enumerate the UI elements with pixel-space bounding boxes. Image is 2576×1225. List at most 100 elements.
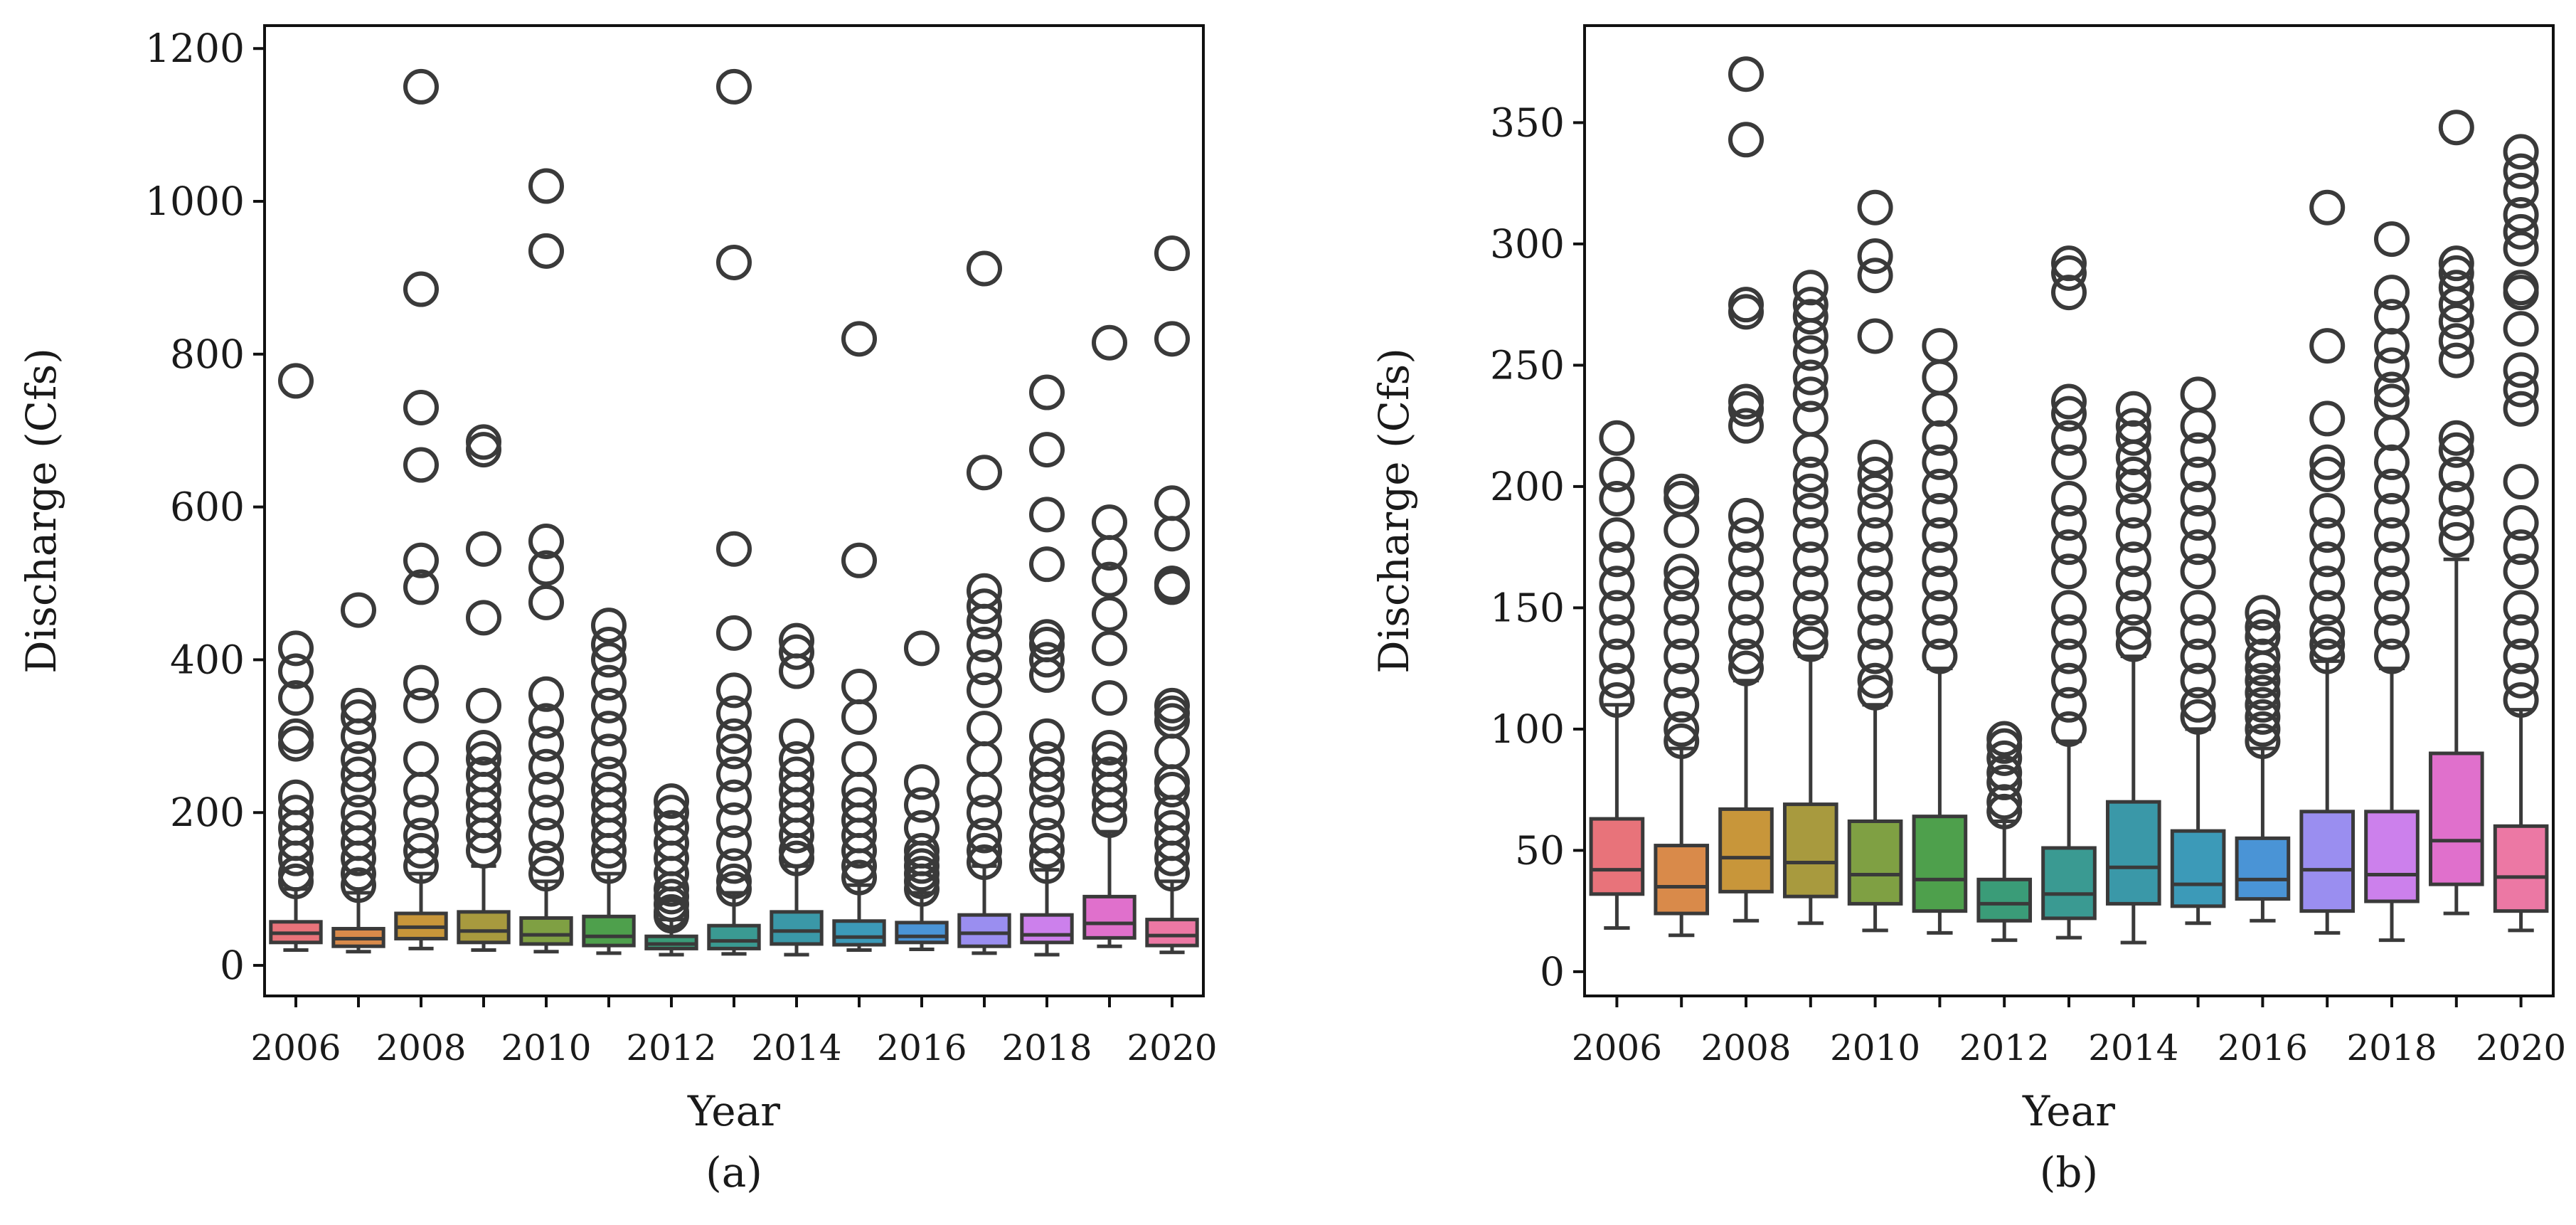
box-2007 bbox=[331, 592, 385, 954]
outlier-point bbox=[2374, 371, 2410, 408]
outlier-point bbox=[528, 523, 564, 559]
outlier-point bbox=[1664, 614, 1700, 650]
outlier-point bbox=[1664, 638, 1700, 674]
outlier-point bbox=[591, 848, 627, 884]
outlier-point bbox=[967, 649, 1002, 686]
outlier-point bbox=[2180, 376, 2216, 413]
x-tick-label: 2006 bbox=[1572, 1027, 1662, 1068]
outlier-point bbox=[1664, 553, 1700, 590]
outlier-point bbox=[2438, 110, 2474, 146]
outlier-point bbox=[1029, 497, 1065, 533]
outlier-point bbox=[2115, 391, 2151, 427]
outlier-point bbox=[1029, 657, 1065, 693]
outlier-point bbox=[1792, 566, 1829, 602]
outlier-point bbox=[403, 68, 439, 105]
outlier-point bbox=[1029, 832, 1065, 869]
outlier-point bbox=[2438, 456, 2474, 492]
outlier-point bbox=[2374, 444, 2410, 480]
outlier-point bbox=[779, 817, 814, 854]
outlier-point bbox=[591, 642, 627, 678]
outlier-point bbox=[341, 592, 376, 628]
outlier-point bbox=[2503, 614, 2539, 650]
box-body bbox=[1976, 877, 2033, 923]
panel-a: 0 200 400 600 800 1000 1200 2006 2008 2010 2012 201… bbox=[17, 24, 1218, 1197]
outlier-point bbox=[1857, 189, 1893, 226]
outlier-point bbox=[2245, 711, 2281, 747]
outlier-point bbox=[1728, 541, 1764, 578]
outlier-point bbox=[1792, 590, 1829, 626]
outlier-point bbox=[2245, 662, 2281, 699]
outlier-point bbox=[1092, 729, 1127, 765]
outlier-point bbox=[2503, 391, 2539, 427]
outlier-point bbox=[1857, 238, 1893, 274]
outlier-point bbox=[1664, 473, 1700, 509]
box-2008 bbox=[1718, 56, 1774, 923]
outlier-point bbox=[591, 608, 627, 644]
outlier-point bbox=[1986, 784, 2023, 820]
box-body bbox=[957, 913, 1011, 948]
outlier-point bbox=[1664, 566, 1700, 602]
box-body bbox=[2428, 751, 2484, 886]
box-2015 bbox=[2170, 376, 2226, 926]
outlier-point bbox=[1092, 802, 1127, 838]
outlier-point bbox=[967, 588, 1002, 625]
outlier-point bbox=[967, 741, 1002, 778]
box-2012 bbox=[1976, 721, 2033, 943]
outlier-point bbox=[716, 672, 752, 709]
outlier-point bbox=[2438, 480, 2474, 516]
outlier-point bbox=[2503, 464, 2539, 500]
outlier-point bbox=[1792, 335, 1829, 371]
outlier-point bbox=[716, 695, 752, 731]
outlier-point bbox=[1922, 541, 1958, 578]
outlier-point bbox=[2051, 529, 2087, 566]
outlier-point bbox=[1922, 359, 1958, 396]
outlier-point bbox=[1728, 408, 1764, 444]
outlier-point bbox=[1792, 493, 1829, 529]
outlier-point bbox=[716, 802, 752, 838]
outlier-point bbox=[967, 772, 1002, 808]
x-tick-label: 2020 bbox=[1127, 1027, 1217, 1068]
y-tick-label: 150 bbox=[1490, 585, 1565, 630]
outlier-point bbox=[403, 664, 439, 701]
outlier-point bbox=[2051, 275, 2087, 311]
outlier-point bbox=[2374, 566, 2410, 602]
outlier-point bbox=[2115, 420, 2151, 456]
outlier-point bbox=[1728, 294, 1764, 330]
box-body bbox=[2170, 829, 2226, 908]
outlier-point bbox=[1154, 764, 1190, 800]
outlier-point bbox=[1922, 328, 1958, 364]
box-body bbox=[1082, 894, 1137, 940]
x-tick-label: 2010 bbox=[501, 1027, 591, 1068]
outlier-point bbox=[2051, 590, 2087, 626]
outlier-point bbox=[1599, 566, 1635, 602]
outlier-point bbox=[1792, 473, 1829, 509]
outlier-point bbox=[403, 687, 439, 723]
outlier-point bbox=[2180, 590, 2216, 626]
outlier-point bbox=[1857, 614, 1893, 650]
outlier-point bbox=[1792, 456, 1829, 492]
outlier-point bbox=[1857, 517, 1893, 553]
outlier-point bbox=[1092, 504, 1127, 541]
outlier-point bbox=[2374, 638, 2410, 674]
outlier-point bbox=[341, 699, 376, 735]
x-tick-label: 2016 bbox=[2218, 1027, 2308, 1068]
outlier-point bbox=[2180, 432, 2216, 468]
box-2018 bbox=[2364, 221, 2420, 943]
outlier-point bbox=[2503, 529, 2539, 566]
outlier-point bbox=[1728, 391, 1764, 427]
outlier-point bbox=[2503, 311, 2539, 347]
outlier-point bbox=[2438, 420, 2474, 456]
outlier-point bbox=[1792, 318, 1829, 354]
x-tick-label: 2018 bbox=[2346, 1027, 2437, 1068]
outlier-point bbox=[2309, 456, 2346, 492]
outlier-point bbox=[654, 898, 689, 934]
outlier-point bbox=[1092, 680, 1127, 716]
outlier-point bbox=[528, 676, 564, 712]
box-2014 bbox=[770, 622, 824, 957]
outlier-point bbox=[2051, 614, 2087, 650]
y-tick-label: 0 bbox=[220, 943, 245, 988]
outlier-point bbox=[403, 447, 439, 483]
outlier-point bbox=[2438, 505, 2474, 541]
box-body bbox=[1654, 844, 1710, 916]
outlier-point bbox=[1922, 517, 1958, 553]
